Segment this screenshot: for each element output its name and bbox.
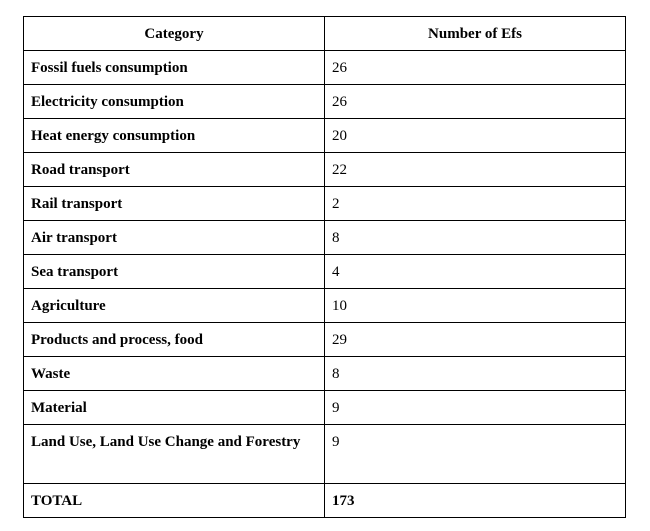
ef-category-table: Category Number of Efs Fossil fuels cons… (23, 16, 626, 518)
column-header-category: Category (23, 16, 325, 51)
count-cell: 26 (324, 84, 626, 119)
count-cell: 8 (324, 220, 626, 255)
count-cell: 8 (324, 356, 626, 391)
total-label: TOTAL (23, 483, 325, 518)
category-cell: Rail transport (23, 186, 325, 221)
table-row: Rail transport 2 (23, 186, 626, 221)
category-cell: Agriculture (23, 288, 325, 323)
count-cell: 20 (324, 118, 626, 153)
table-row: Sea transport 4 (23, 254, 626, 289)
count-cell: 9 (324, 424, 626, 484)
count-cell: 26 (324, 50, 626, 85)
table-row: Air transport 8 (23, 220, 626, 255)
count-cell: 22 (324, 152, 626, 187)
category-cell: Products and process, food (23, 322, 325, 357)
column-header-number-of-efs: Number of Efs (324, 16, 626, 51)
total-value: 173 (324, 483, 626, 518)
category-cell: Road transport (23, 152, 325, 187)
category-cell: Sea transport (23, 254, 325, 289)
category-cell: Fossil fuels consumption (23, 50, 325, 85)
table-row: Land Use, Land Use Change and Forestry 9 (23, 424, 626, 484)
table-row: Waste 8 (23, 356, 626, 391)
count-cell: 10 (324, 288, 626, 323)
count-cell: 9 (324, 390, 626, 425)
count-cell: 2 (324, 186, 626, 221)
table-row: Electricity consumption 26 (23, 84, 626, 119)
table-row: Fossil fuels consumption 26 (23, 50, 626, 85)
category-cell: Electricity consumption (23, 84, 325, 119)
table-row: Material 9 (23, 390, 626, 425)
category-cell: Land Use, Land Use Change and Forestry (23, 424, 325, 484)
table-row: Road transport 22 (23, 152, 626, 187)
count-cell: 4 (324, 254, 626, 289)
category-cell: Heat energy consumption (23, 118, 325, 153)
category-cell: Material (23, 390, 325, 425)
count-cell: 29 (324, 322, 626, 357)
category-cell: Waste (23, 356, 325, 391)
header-row: Category Number of Efs (23, 16, 626, 51)
table-row: Agriculture 10 (23, 288, 626, 323)
table-row: Products and process, food 29 (23, 322, 626, 357)
table-row: Heat energy consumption 20 (23, 118, 626, 153)
total-row: TOTAL 173 (23, 483, 626, 518)
category-cell: Air transport (23, 220, 325, 255)
